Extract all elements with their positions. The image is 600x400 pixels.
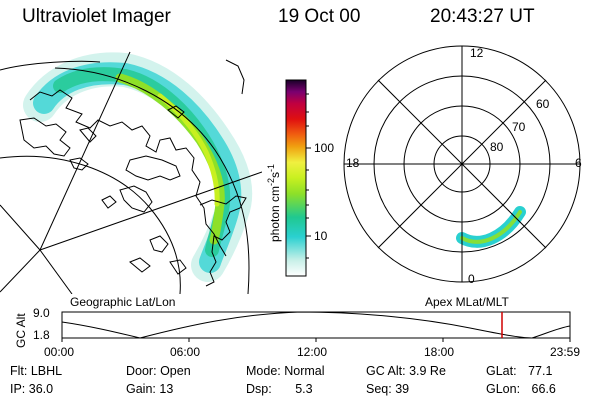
mlt-label-18: 18 [346,156,360,170]
glon-label: GLon: [486,382,521,396]
date-label: 19 Oct 00 [278,6,361,27]
altitude-ytick-high: 9.0 [33,306,50,320]
time-tick-0600: 06:00 [170,345,201,359]
colorbar-unit-exp2: -1 [266,163,276,172]
coastlines [19,59,247,287]
instrument-title: Ultraviolet Imager [22,6,171,27]
aurora-oval-geo [23,52,253,282]
ip-label: IP: [10,382,26,396]
status-glat: GLat: 77.1 [486,364,552,378]
status-glon: GLon: 66.6 [486,382,556,396]
status-gcalt: GC Alt: 3.9 Re [366,364,446,378]
time-tick-0000: 00:00 [44,345,75,359]
polar-plot [343,45,581,283]
status-seq: Seq: 39 [366,382,409,396]
mode-value: Normal [284,364,325,378]
dsp-label: Dsp: [246,382,272,396]
status-ip: IP: 36.0 [10,382,53,396]
altitude-ylabel: GC Alt [14,313,28,348]
mlt-label-6: 6 [575,156,582,170]
mlat-label-80: 80 [490,140,504,154]
door-value: Open [160,364,191,378]
mlat-label-70: 70 [512,120,526,134]
time-tick-1200: 12:00 [297,345,328,359]
colorbar-unit-label: photon cm-2s-1 [266,164,282,242]
mode-label: Mode: [246,364,281,378]
glon-value: 66.6 [531,382,556,396]
gain-value: 13 [159,382,174,396]
seq-value: 39 [395,382,410,396]
status-mode: Mode: Normal [246,364,325,378]
mlat-label-60: 60 [536,97,550,111]
status-flt: Flt: LBHL [10,364,62,378]
flt-value: LBHL [30,364,63,378]
apex-caption: Apex MLat/MLT [425,295,509,309]
seq-label: Seq: [366,382,392,396]
colorbar-tick-10: 10 [314,229,328,243]
altitude-ytick-low: 1.8 [33,328,50,342]
mlt-label-0: 0 [468,272,475,286]
gcalt-value: 3.9 Re [409,364,446,378]
status-gain: Gain: 13 [126,382,173,396]
geographic-caption: Geographic Lat/Lon [70,295,176,309]
colorbar-unit-s: s [268,171,282,178]
colorbar-tick-100: 100 [314,141,335,155]
gcalt-label: GC Alt: [366,364,406,378]
colorbar-unit-main: photon cm [268,185,282,242]
ip-value: 36.0 [28,382,54,396]
geographic-map [0,51,262,294]
color-bar [285,79,311,277]
mlt-label-12: 12 [470,46,484,60]
time-tick-1800: 18:00 [424,345,455,359]
colorbar-unit-exp1: -2 [266,177,276,186]
geo-grid [0,51,262,294]
status-dsp: Dsp: 5.3 [246,382,313,396]
dsp-value: 5.3 [295,382,313,396]
glat-label: GLat: [486,364,517,378]
altitude-plot [61,311,571,342]
gain-label: Gain: [126,382,156,396]
glat-value: 77.1 [528,364,553,378]
time-label: 20:43:27 UT [430,6,535,27]
flt-label: Flt: [10,364,28,378]
status-door: Door: Open [126,364,191,378]
door-label: Door: [126,364,157,378]
time-tick-2359: 23:59 [550,345,581,359]
